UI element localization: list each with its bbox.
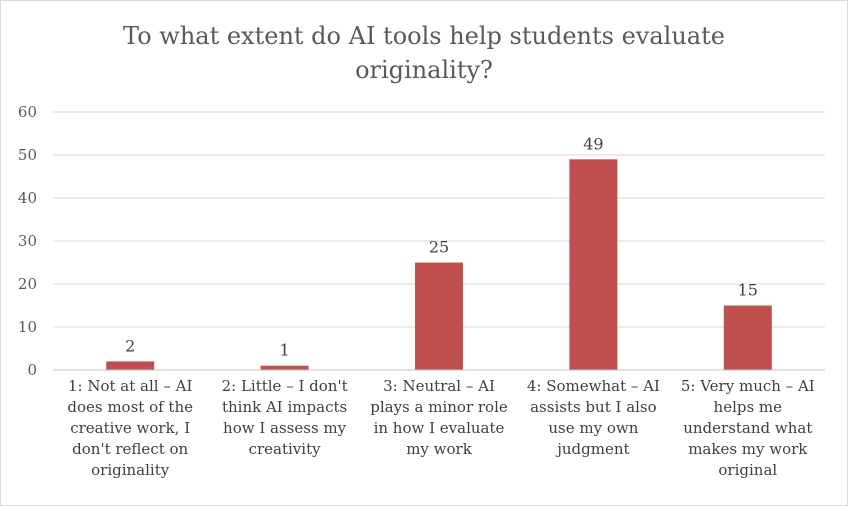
bar: [260, 365, 309, 370]
x-category-label-line: assists but I also: [530, 398, 657, 416]
y-tick-label: 30: [18, 232, 37, 250]
x-category-label-line: makes my work: [688, 440, 808, 458]
bars: [106, 159, 772, 370]
x-category-label-line: use my own: [548, 419, 639, 437]
chart-title-line-1: To what extent do AI tools help students…: [123, 22, 725, 50]
y-tick-label: 20: [18, 275, 37, 293]
y-tick-label: 0: [27, 361, 37, 379]
y-tick-label: 10: [18, 318, 37, 336]
x-category-label-line: don't reflect on: [72, 440, 189, 458]
x-category-label-line: judgment: [557, 440, 630, 458]
y-axis-tick-labels: 0 10 20 30 40 50 60: [18, 103, 37, 379]
x-category-label-line: does most of the: [67, 398, 193, 416]
x-category-label-line: how I assess my: [223, 419, 347, 437]
x-category-label-line: 5: Very much – AI: [680, 377, 815, 395]
y-tick-label: 50: [18, 146, 37, 164]
x-category-label-line: understand what: [683, 419, 813, 437]
x-category-label-line: my work: [406, 440, 472, 458]
bar: [569, 159, 618, 370]
data-label: 2: [125, 336, 135, 355]
x-category-label-line: creativity: [248, 440, 321, 458]
data-label: 49: [583, 134, 603, 153]
data-labels: 2 1 25 49 15: [125, 134, 758, 359]
bar: [723, 305, 772, 370]
x-category-label: 3: Neutral – AI plays a minor role in how …: [365, 376, 513, 460]
x-category-label-line: creative work, I: [70, 419, 191, 437]
x-category-label-line: 1: Not at all – AI: [67, 377, 193, 395]
x-category-label-line: 4: Somewhat – AI: [526, 377, 660, 395]
x-category-label: 1: Not at all – AI does most of the creati…: [56, 376, 204, 481]
x-category-label-line: originality: [91, 461, 170, 479]
chart-title-line-2: originality?: [355, 56, 493, 84]
x-category-label-line: original: [718, 461, 778, 479]
x-category-label: 5: Very much – AI helps me understand what…: [674, 376, 822, 481]
y-tick-label: 60: [18, 103, 37, 121]
x-category-label: 4: Somewhat – AI assists but I also use my…: [519, 376, 667, 460]
data-label: 15: [738, 281, 758, 300]
x-category-label-line: plays a minor role: [370, 398, 508, 416]
x-category-label: 2: Little – I don't think AI impacts how I…: [211, 376, 359, 460]
data-label: 1: [280, 341, 290, 360]
y-tick-label: 40: [18, 189, 37, 207]
x-category-label-line: 3: Neutral – AI: [383, 377, 495, 395]
data-label: 25: [429, 238, 449, 257]
bar: [106, 361, 155, 370]
x-category-label-line: 2: Little – I don't: [221, 377, 348, 395]
x-category-label-line: in how I evaluate: [373, 419, 505, 437]
bar: [415, 262, 463, 370]
chart-title: To what extent do AI tools help students…: [1, 19, 847, 87]
x-category-label-line: think AI impacts: [221, 398, 348, 416]
x-category-label-line: helps me: [713, 398, 783, 416]
